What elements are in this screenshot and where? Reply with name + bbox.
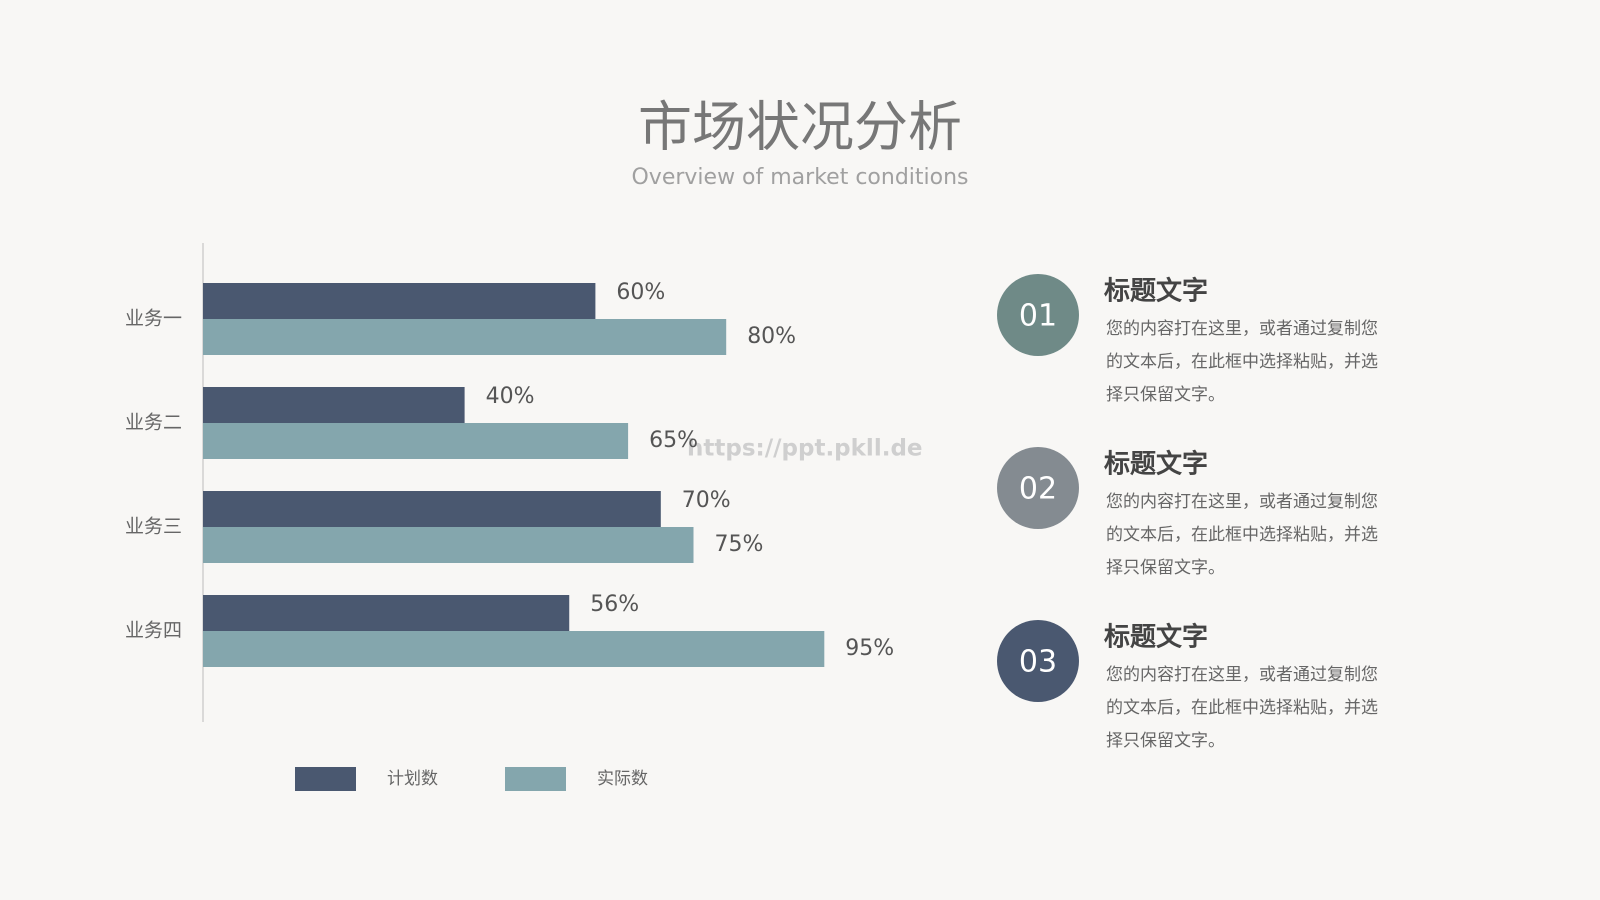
value-label: 95% (845, 636, 894, 661)
number-circle (997, 274, 1079, 356)
item-body: 择只保留文字。 (1106, 558, 1225, 578)
value-label: 60% (616, 280, 665, 305)
item-heading: 标题文字 (1104, 449, 1208, 480)
item-heading: 标题文字 (1104, 622, 1208, 653)
legend-swatch (295, 767, 356, 791)
item-body: 的文本后，在此框中选择粘贴，并选 (1106, 698, 1378, 718)
watermark: https://ppt.pkll.de (687, 436, 923, 462)
item-body: 的文本后，在此框中选择粘贴，并选 (1106, 525, 1378, 545)
bar (203, 283, 596, 319)
bar (203, 387, 465, 423)
y-tick-label: 业务一 (125, 308, 182, 330)
legend-label: 实际数 (597, 769, 648, 789)
item-body: 您的内容打在这里，或者通过复制您 (1106, 319, 1378, 339)
item-heading: 标题文字 (1104, 276, 1208, 307)
legend-swatch (505, 767, 566, 791)
item-body: 您的内容打在这里，或者通过复制您 (1106, 492, 1378, 512)
item-body: 的文本后，在此框中选择粘贴，并选 (1106, 352, 1378, 372)
number-circle (997, 447, 1079, 529)
number-label: 03 (1019, 645, 1057, 680)
item-body: 您的内容打在这里，或者通过复制您 (1106, 665, 1378, 685)
y-tick-label: 业务三 (125, 516, 182, 538)
number-label: 02 (1019, 472, 1057, 507)
value-label: 65% (649, 428, 698, 453)
value-label: 70% (682, 488, 731, 513)
bar (203, 527, 694, 563)
value-label: 75% (715, 532, 764, 557)
bar (203, 491, 661, 527)
legend-label: 计划数 (387, 769, 438, 789)
y-tick-label: 业务四 (125, 620, 182, 642)
value-label: 80% (747, 324, 796, 349)
number-label: 01 (1019, 299, 1057, 334)
item-body: 择只保留文字。 (1106, 731, 1225, 751)
bar (203, 595, 570, 631)
number-circle (997, 620, 1079, 702)
item-body: 择只保留文字。 (1106, 385, 1225, 405)
value-label: 40% (486, 384, 535, 409)
bar (203, 631, 825, 667)
slide-subtitle: Overview of market conditions (631, 165, 968, 190)
y-tick-label: 业务二 (125, 412, 182, 434)
value-label: 56% (590, 592, 639, 617)
bar (203, 423, 629, 459)
bar (203, 319, 727, 355)
slide-title: 市场状况分析 (638, 96, 962, 159)
